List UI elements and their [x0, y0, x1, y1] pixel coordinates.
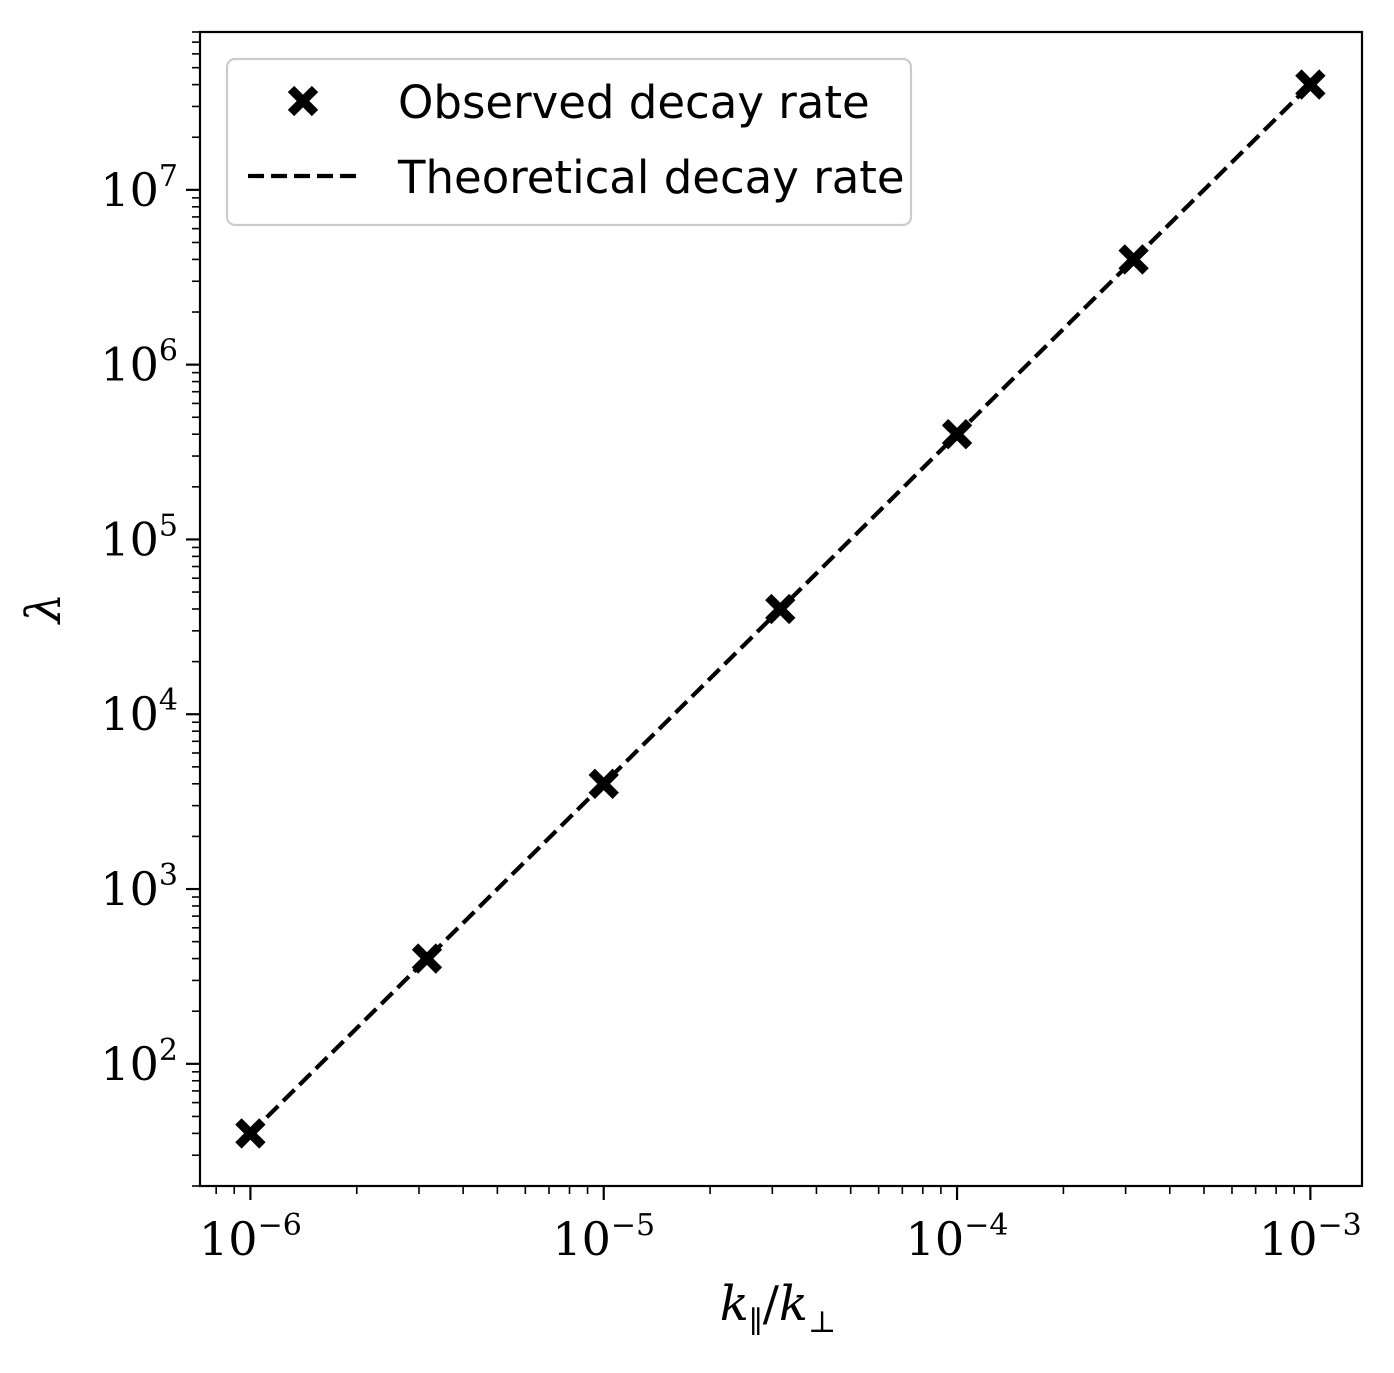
x-tick-label: 10−6 [199, 1208, 302, 1266]
y-tick-label: 102 [100, 1033, 178, 1091]
major-ticks: 10−6 10−5 10−4 10−3 102 103 104 105 106 107 [100, 159, 1361, 1266]
axes-frame [198, 30, 1364, 1188]
legend-x-marker [287, 85, 319, 117]
x-axis-label: k∥/k⊥ [720, 1276, 836, 1340]
legend-observed-marker [287, 85, 319, 117]
x-axis-label-var2: k [779, 1276, 808, 1332]
x-axis-label-sub2: ⊥ [808, 1305, 836, 1340]
y-axis-label: λ [16, 593, 72, 625]
series-layer [235, 69, 1326, 1149]
x-tick-label: 10−3 [1259, 1208, 1362, 1266]
legend-box [225, 57, 913, 227]
x-axis-label-var1: k [720, 1276, 749, 1332]
minor-ticks [192, 31, 1296, 1194]
y-tick-label: 105 [100, 508, 178, 566]
y-tick-label: 107 [100, 159, 178, 217]
theoretical-line [248, 83, 1312, 1135]
x-axis-label-sep: / [763, 1276, 780, 1332]
y-tick-label: 106 [100, 334, 178, 392]
x-tick-label: 10−4 [906, 1208, 1009, 1266]
y-tick-label: 104 [100, 683, 178, 741]
y-tick-label: 103 [100, 858, 178, 916]
x-tick-label: 10−5 [552, 1208, 655, 1266]
x-axis-label-sub1: ∥ [749, 1305, 763, 1340]
legend-theoretical-label: Theoretical decay rate [397, 151, 905, 204]
legend: Observed decay rate Theoretical decay ra… [225, 57, 913, 227]
legend-observed-label: Observed decay rate [398, 76, 870, 129]
